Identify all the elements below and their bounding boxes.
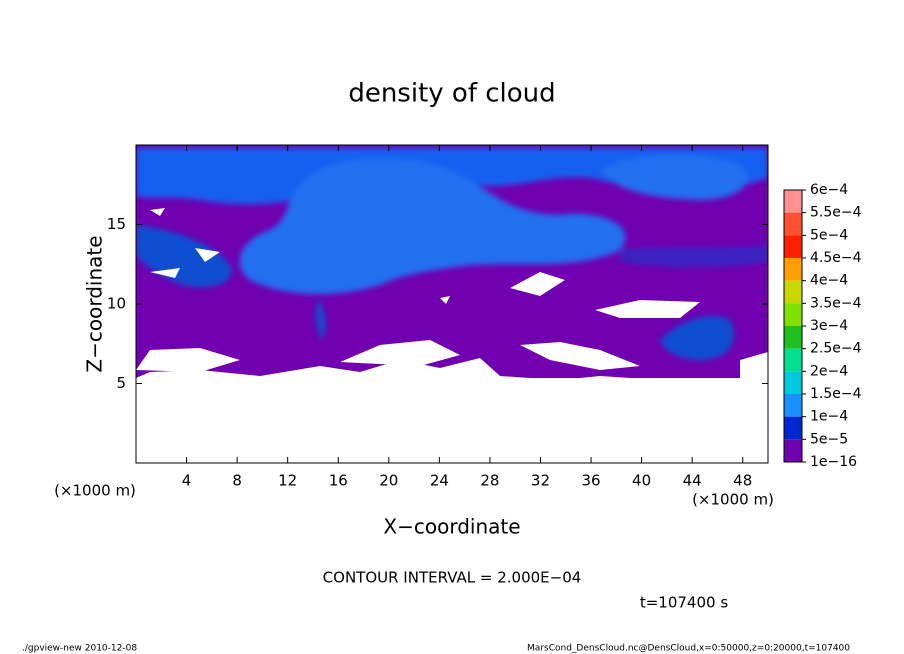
colorbar-label: 3e−4 bbox=[810, 318, 848, 334]
x-tick-label: 40 bbox=[632, 472, 651, 490]
colorbar-label: 2.5e−4 bbox=[810, 341, 862, 357]
colorbar-band bbox=[784, 258, 802, 281]
y-axis-label: Z−coordinate bbox=[83, 235, 107, 372]
x-tick-label: 24 bbox=[430, 472, 449, 490]
x-tick-label: 44 bbox=[683, 472, 702, 490]
colorbar-band bbox=[784, 212, 802, 236]
colorbar-band bbox=[784, 416, 802, 440]
x-tick-label: 48 bbox=[733, 472, 752, 490]
y-tick-label: 15 bbox=[107, 215, 126, 233]
chart-title: density of cloud bbox=[348, 79, 555, 109]
y-tick-label: 5 bbox=[116, 374, 126, 392]
colorbar-label: 4e−4 bbox=[810, 273, 848, 289]
time-label: t=107400 s bbox=[640, 594, 728, 612]
footer-left: ./gpview-new 2010-12-08 bbox=[22, 644, 137, 654]
colorbar-label: 2e−4 bbox=[810, 363, 848, 379]
x-unit-label: (×1000 m) bbox=[692, 491, 774, 509]
x-tick-label: 8 bbox=[232, 472, 242, 490]
x-unit-label: (×1000 m) bbox=[54, 482, 136, 500]
colorbar-band bbox=[784, 326, 802, 349]
colorbar-band bbox=[784, 235, 802, 258]
colorbar-label: 1e−16 bbox=[810, 454, 857, 470]
x-tick-label: 28 bbox=[480, 472, 499, 490]
x-axis-label: X−coordinate bbox=[383, 515, 520, 539]
footer-right: MarsCond_DensCloud.nc@DensCloud,x=0:5000… bbox=[527, 644, 850, 654]
colorbar-label: 4.5e−4 bbox=[810, 250, 862, 266]
y-tick-label: 10 bbox=[107, 295, 126, 313]
colorbar-band bbox=[784, 303, 802, 326]
x-tick-label: 4 bbox=[182, 472, 192, 490]
contour-interval: CONTOUR INTERVAL = 2.000E−04 bbox=[323, 569, 582, 587]
colorbar-label: 5.5e−4 bbox=[810, 205, 862, 221]
colorbar-label: 5e−5 bbox=[810, 431, 848, 447]
colorbar-band bbox=[784, 190, 802, 213]
colorbar-band bbox=[784, 394, 802, 417]
x-tick-label: 32 bbox=[531, 472, 550, 490]
colorbar-band bbox=[784, 371, 802, 394]
colorbar-band bbox=[784, 280, 802, 304]
colorbar-band bbox=[784, 439, 802, 462]
colorbar-label: 3.5e−4 bbox=[810, 295, 862, 311]
x-tick-label: 20 bbox=[379, 472, 398, 490]
contour-field bbox=[136, 145, 768, 463]
colorbar-label: 6e−4 bbox=[810, 182, 848, 198]
x-tick-label: 36 bbox=[581, 472, 600, 490]
colorbar-label: 5e−4 bbox=[810, 227, 848, 243]
colorbar-label: 1.5e−4 bbox=[810, 386, 862, 402]
x-tick-label: 12 bbox=[278, 472, 297, 490]
colorbar-band bbox=[784, 348, 802, 372]
colorbar-label: 1e−4 bbox=[810, 409, 848, 425]
x-tick-label: 16 bbox=[329, 472, 348, 490]
